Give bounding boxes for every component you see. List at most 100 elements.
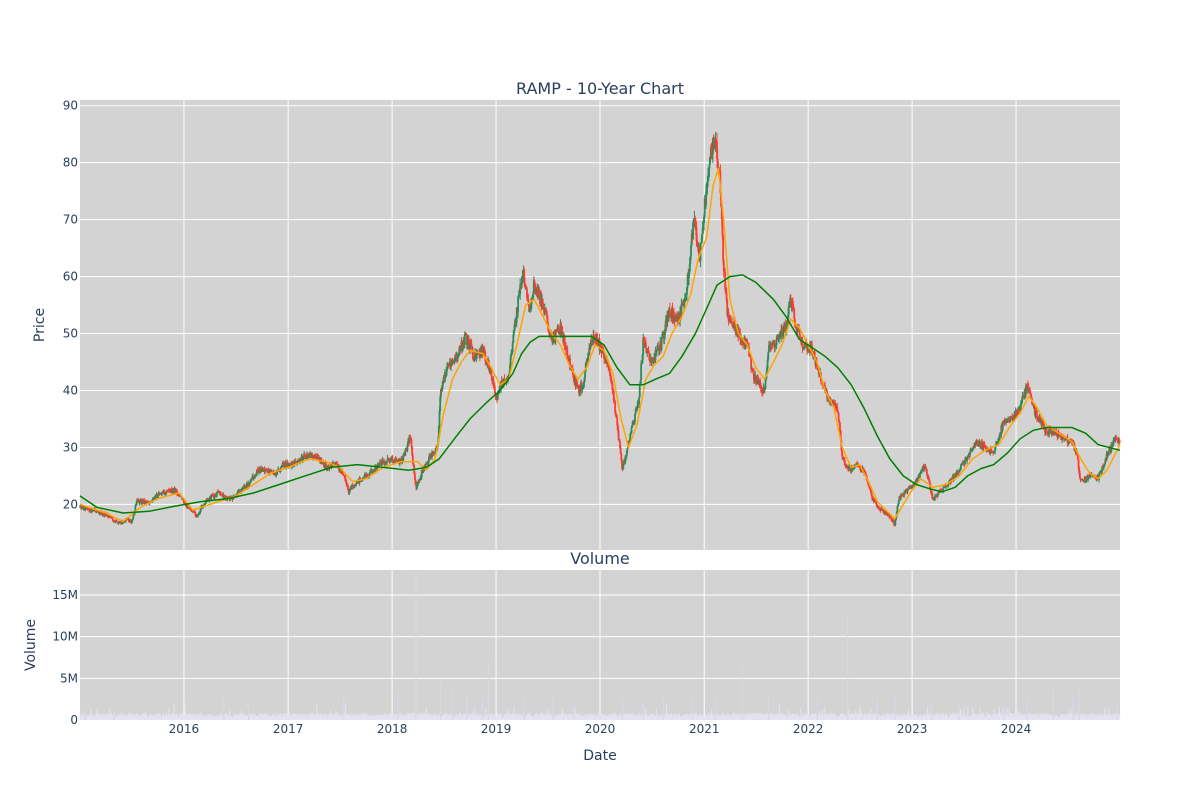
candle-body	[816, 366, 819, 370]
candle-body	[572, 374, 575, 377]
candle-body	[468, 348, 471, 350]
candle-body	[260, 468, 263, 473]
candle-body	[729, 320, 732, 322]
candle-body	[608, 366, 610, 368]
candle-body	[705, 187, 708, 193]
candle-body	[303, 453, 306, 458]
candle-body	[376, 466, 379, 470]
candle-body	[636, 402, 639, 408]
candle-body	[614, 412, 617, 416]
candle-body	[198, 513, 200, 515]
candle-body	[248, 483, 251, 485]
candle-body	[598, 338, 601, 350]
candle-body	[393, 460, 396, 462]
candle-body	[524, 284, 527, 290]
candle-body	[419, 477, 422, 481]
candle-body	[463, 344, 466, 347]
candle-body	[523, 269, 526, 283]
candle-body	[307, 456, 310, 459]
candle-body	[783, 325, 785, 333]
candle-body	[391, 456, 394, 461]
candle-body	[502, 384, 504, 386]
candle-body	[475, 354, 478, 359]
candle-body	[689, 256, 692, 265]
candle-body	[617, 430, 620, 440]
candle-body	[345, 481, 348, 485]
candle-body	[490, 368, 493, 377]
candle-body	[707, 175, 710, 182]
candle-body	[732, 325, 735, 327]
candle-body	[513, 323, 516, 331]
candle-body	[740, 338, 743, 343]
candle-body	[765, 368, 768, 375]
candle-body	[789, 298, 792, 305]
candle-body	[729, 318, 731, 321]
candle-body	[868, 486, 871, 488]
candle-body	[578, 392, 581, 394]
candle-body	[349, 488, 351, 492]
candle-body	[623, 461, 625, 465]
candle-body	[197, 514, 200, 516]
candle-body	[530, 303, 532, 309]
candle-body	[545, 311, 548, 316]
candle-body	[401, 458, 403, 462]
candle-body	[413, 473, 416, 480]
candle-body	[531, 298, 534, 301]
candle-body	[781, 329, 783, 332]
candle-body	[677, 316, 680, 320]
candle-body	[236, 491, 239, 495]
candle-body	[147, 501, 150, 504]
candle-body	[280, 467, 282, 471]
candle-body	[327, 465, 330, 469]
candle-body	[458, 347, 461, 356]
candle-body	[841, 450, 843, 456]
candle-body	[137, 499, 139, 501]
candle-body	[668, 308, 671, 315]
candle-body	[519, 284, 522, 295]
candle-body	[633, 421, 636, 423]
candle-body	[801, 339, 804, 348]
candle-body	[616, 417, 619, 426]
candle-body	[794, 318, 796, 325]
candle-body	[642, 338, 645, 355]
candle-body	[568, 356, 571, 358]
candle-body	[602, 348, 605, 355]
candle-body	[836, 406, 839, 411]
candle-body	[614, 401, 617, 413]
candle-body	[744, 341, 747, 348]
candle-body	[837, 410, 839, 413]
candle-body	[654, 350, 657, 361]
candle-body	[852, 467, 855, 469]
candle-body	[793, 308, 796, 319]
candle-body	[759, 383, 762, 389]
candle-body	[439, 397, 442, 411]
candle-body	[701, 227, 704, 235]
candle-body	[724, 289, 727, 293]
candle-body	[511, 342, 514, 352]
candle-body	[870, 492, 873, 496]
candle-body	[281, 464, 284, 467]
candle-body	[813, 351, 816, 359]
candle-body	[721, 218, 724, 236]
candle-body	[794, 324, 797, 328]
candle-body	[730, 321, 733, 323]
candle-body	[703, 216, 705, 224]
candle-body	[557, 325, 560, 334]
candle-body	[554, 329, 557, 340]
candle-body	[621, 459, 623, 469]
candle-body	[834, 402, 837, 406]
candle-body	[638, 383, 641, 398]
candle-body	[680, 304, 683, 314]
candle-body	[465, 333, 468, 335]
candle-body	[673, 312, 675, 319]
candle-body	[165, 491, 168, 493]
candle-body	[686, 274, 689, 288]
candle-body	[154, 495, 157, 497]
candle-body	[560, 323, 563, 334]
candle-body	[284, 462, 287, 468]
candle-body	[379, 461, 382, 463]
candle-body	[100, 511, 103, 515]
candle-body	[311, 454, 314, 458]
candle-body	[417, 481, 420, 484]
candle-body	[282, 461, 285, 466]
